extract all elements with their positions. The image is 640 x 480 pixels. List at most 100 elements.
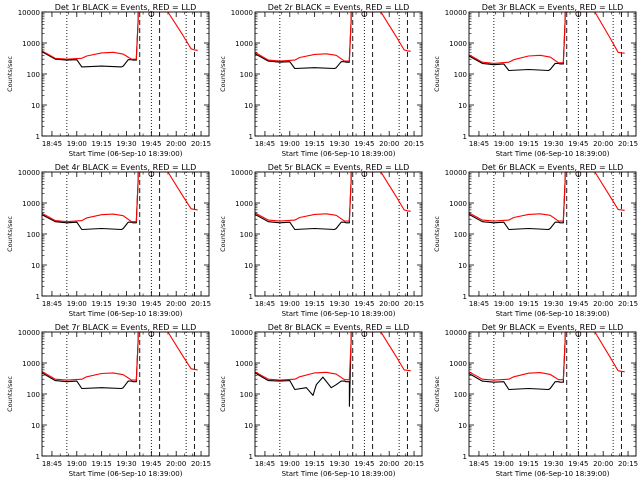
detector-panel: Det 2r BLACK = Events, RED = LLD Counts/s… <box>219 3 424 158</box>
x-tick-label: 20:15 <box>404 140 424 148</box>
peak-marker <box>148 11 155 17</box>
x-tick-label: 20:00 <box>379 140 399 148</box>
detector-panel: Det 5r BLACK = Events, RED = LLD Counts/s… <box>219 163 424 318</box>
x-axis-label: Start Time (06-Sep-10 18:39:00) <box>282 470 396 478</box>
panel-title: Det 1r BLACK = Events, RED = LLD <box>55 3 197 12</box>
y-tick-label: 1 <box>249 133 253 141</box>
detector-panel: Det 6r BLACK = Events, RED = LLD Counts/s… <box>433 163 638 318</box>
y-tick-label: 1000 <box>449 200 467 208</box>
lld-series-line <box>255 171 411 222</box>
y-tick-label: 1 <box>463 453 467 461</box>
y-tick-label: 100 <box>27 391 40 399</box>
x-tick-label: 19:30 <box>116 140 136 148</box>
x-tick-label: 20:15 <box>191 300 211 308</box>
y-tick-label: 10000 <box>445 9 467 17</box>
events-series-line <box>469 12 566 72</box>
y-tick-label: 100 <box>240 231 253 239</box>
y-tick-label: 1 <box>36 453 40 461</box>
x-axis-label: Start Time (06-Sep-10 18:39:00) <box>496 150 610 158</box>
x-tick-label: 20:15 <box>191 140 211 148</box>
lld-series-line <box>42 11 198 60</box>
panel-title: Det 7r BLACK = Events, RED = LLD <box>55 323 197 332</box>
plot-frame <box>41 171 210 297</box>
y-tick-label: 100 <box>454 231 467 239</box>
events-series-line <box>255 172 352 231</box>
x-tick-label: 19:00 <box>67 300 87 308</box>
y-axis-label: Counts/sec <box>433 376 441 412</box>
y-tick-label: 1000 <box>22 40 40 48</box>
x-tick-label: 19:00 <box>280 460 300 468</box>
x-tick-label: 19:00 <box>494 460 514 468</box>
y-tick-label: 1 <box>249 293 253 301</box>
x-tick-label: 20:00 <box>593 300 613 308</box>
y-tick-label: 1000 <box>235 200 253 208</box>
plot-frame <box>468 11 637 137</box>
panel-title: Det 6r BLACK = Events, RED = LLD <box>482 163 624 172</box>
y-axis-label: Counts/sec <box>433 216 441 252</box>
detector-panel: Det 4r BLACK = Events, RED = LLD Counts/s… <box>6 163 211 318</box>
y-tick-label: 1 <box>463 293 467 301</box>
y-tick-label: 1000 <box>235 360 253 368</box>
y-axis-label: Counts/sec <box>219 376 227 412</box>
x-axis-label: Start Time (06-Sep-10 18:39:00) <box>69 470 183 478</box>
x-tick-label: 19:45 <box>568 460 588 468</box>
x-tick-label: 18:45 <box>255 300 275 308</box>
x-tick-label: 19:30 <box>543 300 563 308</box>
x-tick-label: 20:15 <box>618 300 638 308</box>
y-tick-label: 100 <box>454 391 467 399</box>
events-series-line <box>42 332 139 390</box>
y-tick-label: 10 <box>31 422 40 430</box>
y-axis-label: Counts/sec <box>6 216 14 252</box>
peak-marker <box>148 331 155 337</box>
plot-frame <box>254 171 423 297</box>
x-tick-label: 19:30 <box>543 140 563 148</box>
peak-marker <box>148 171 155 177</box>
x-tick-label: 19:45 <box>141 460 161 468</box>
peak-marker <box>361 331 368 337</box>
plot-frame <box>41 11 210 137</box>
x-tick-label: 20:15 <box>404 300 424 308</box>
y-axis-label: Counts/sec <box>219 56 227 92</box>
x-tick-label: 20:00 <box>379 460 399 468</box>
x-tick-label: 20:15 <box>404 460 424 468</box>
plot-frame <box>468 331 637 457</box>
y-tick-label: 10 <box>458 262 467 270</box>
x-tick-label: 19:15 <box>92 300 112 308</box>
lld-series-line <box>469 171 625 222</box>
y-tick-label: 10000 <box>18 9 40 17</box>
x-tick-label: 19:15 <box>519 460 539 468</box>
x-tick-label: 19:15 <box>305 140 325 148</box>
y-tick-label: 100 <box>454 71 467 79</box>
x-tick-label: 19:30 <box>329 460 349 468</box>
x-axis-label: Start Time (06-Sep-10 18:39:00) <box>496 470 610 478</box>
y-tick-label: 1000 <box>449 360 467 368</box>
lld-series-line <box>42 171 198 223</box>
x-tick-label: 20:00 <box>166 460 186 468</box>
y-tick-label: 1 <box>249 453 253 461</box>
y-tick-label: 1000 <box>449 40 467 48</box>
panel-title: Det 5r BLACK = Events, RED = LLD <box>268 163 410 172</box>
events-series-line <box>255 332 352 407</box>
x-tick-label: 19:15 <box>305 460 325 468</box>
y-tick-label: 10000 <box>18 169 40 177</box>
x-tick-label: 19:45 <box>354 140 374 148</box>
y-tick-label: 10 <box>458 422 467 430</box>
panel-title: Det 9r BLACK = Events, RED = LLD <box>482 323 624 332</box>
x-tick-label: 19:00 <box>494 300 514 308</box>
x-tick-label: 19:15 <box>92 460 112 468</box>
x-tick-label: 19:30 <box>543 460 563 468</box>
y-tick-label: 10000 <box>445 329 467 337</box>
x-tick-label: 20:15 <box>191 460 211 468</box>
detector-panel: Det 1r BLACK = Events, RED = LLD Counts/s… <box>6 3 211 158</box>
y-tick-label: 100 <box>240 71 253 79</box>
x-tick-label: 19:30 <box>116 460 136 468</box>
lld-series-line <box>255 11 411 62</box>
panel-title: Det 2r BLACK = Events, RED = LLD <box>268 3 410 12</box>
x-tick-label: 20:15 <box>618 460 638 468</box>
peak-marker <box>361 171 368 177</box>
x-axis-label: Start Time (06-Sep-10 18:39:00) <box>69 150 183 158</box>
y-tick-label: 10000 <box>231 329 253 337</box>
x-tick-label: 18:45 <box>42 300 62 308</box>
x-tick-label: 19:00 <box>67 140 87 148</box>
peak-marker <box>575 331 582 337</box>
